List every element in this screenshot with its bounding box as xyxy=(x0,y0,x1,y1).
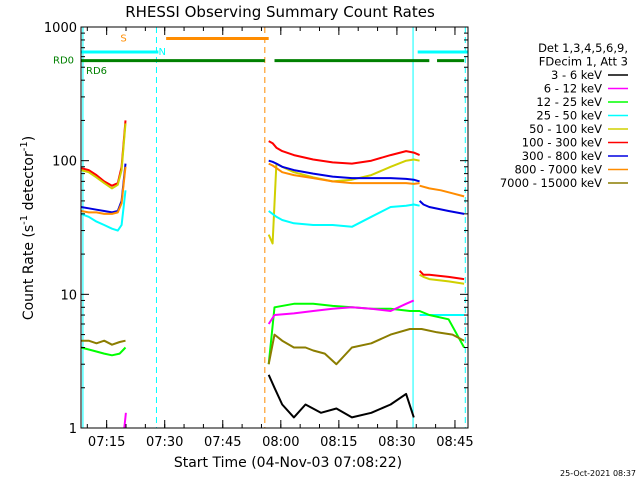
x-tick-label: 07:45 xyxy=(204,435,241,450)
y-label-part: ) xyxy=(21,136,37,141)
series-line xyxy=(268,159,420,183)
x-axis-label: Start Time (04-Nov-03 07:08:22) xyxy=(174,455,402,471)
vertical-markers xyxy=(82,27,466,428)
legend-entry-label: 7000 - 15000 keV xyxy=(500,176,602,190)
y-label-part: Count Rate (s xyxy=(21,225,37,320)
series-line xyxy=(267,299,415,325)
series-line xyxy=(80,166,127,215)
x-tick-label: 07:15 xyxy=(88,435,125,450)
series-line xyxy=(80,190,127,232)
series-line xyxy=(123,412,127,429)
y-tick-label: 1000 xyxy=(44,21,77,36)
legend-entry-label: 6 - 12 keV xyxy=(544,82,602,96)
y-tick-label: 10 xyxy=(60,288,77,303)
series-line xyxy=(267,374,415,419)
legend-entry-label: 12 - 25 keV xyxy=(536,95,602,109)
x-tick-label: 07:30 xyxy=(146,435,183,450)
legend: Det 1,3,4,5,6,9,FDecim 1, Att 33 - 6 keV… xyxy=(500,41,628,190)
series-line xyxy=(268,140,420,165)
series-line xyxy=(81,339,126,346)
y-label-exp: -1 xyxy=(19,141,30,151)
legend-header: Det 1,3,4,5,6,9, xyxy=(538,41,628,55)
legend-entry-label: 300 - 800 keV xyxy=(522,149,602,163)
x-tick-label: 08:30 xyxy=(378,435,415,450)
x-tick-label: 08:15 xyxy=(320,435,357,450)
legend-entry-label: 3 - 6 keV xyxy=(551,68,602,82)
y-axis: 1 10 100 1000 xyxy=(44,21,468,437)
flag-label: N xyxy=(159,47,166,58)
y-tick-label: 1 xyxy=(69,422,77,437)
flag-label: S xyxy=(120,34,126,45)
y-label-part: detector xyxy=(21,151,37,215)
flag-label: RD0 xyxy=(53,56,74,67)
legend-entry-label: 800 - 7000 keV xyxy=(514,163,602,177)
series-line xyxy=(418,270,465,281)
series-line xyxy=(419,273,465,285)
plot-frame xyxy=(80,26,469,429)
series-line xyxy=(267,328,465,366)
y-label-exp: -1 xyxy=(19,215,30,225)
series-line xyxy=(418,200,465,215)
x-axis: 07:15 07:30 07:45 08:00 08:15 08:30 08:45 xyxy=(86,27,474,450)
plot-area xyxy=(81,27,468,428)
timestamp: 25-Oct-2021 08:37 xyxy=(560,469,636,478)
legend-header: FDecim 1, Att 3 xyxy=(539,55,628,69)
series-lines xyxy=(80,120,465,429)
x-tick-label: 08:00 xyxy=(262,435,299,450)
series-line xyxy=(268,162,420,185)
chart-title: RHESSI Observing Summary Count Rates xyxy=(125,3,435,21)
y-axis-label: Count Rate (s-1 detector-1) xyxy=(19,136,37,320)
legend-entry-label: 25 - 50 keV xyxy=(536,109,602,123)
legend-entry-label: 100 - 300 keV xyxy=(522,136,602,150)
series-line xyxy=(268,203,420,228)
flag-bars: S N RD0 RD6 xyxy=(53,34,468,77)
flag-label: RD6 xyxy=(86,66,107,77)
series-line xyxy=(419,184,465,198)
series-line xyxy=(80,346,127,357)
legend-entry-label: 50 - 100 keV xyxy=(529,122,602,136)
series-line xyxy=(80,123,127,190)
x-tick-label: 08:45 xyxy=(436,435,473,450)
y-tick-label: 100 xyxy=(52,155,77,170)
